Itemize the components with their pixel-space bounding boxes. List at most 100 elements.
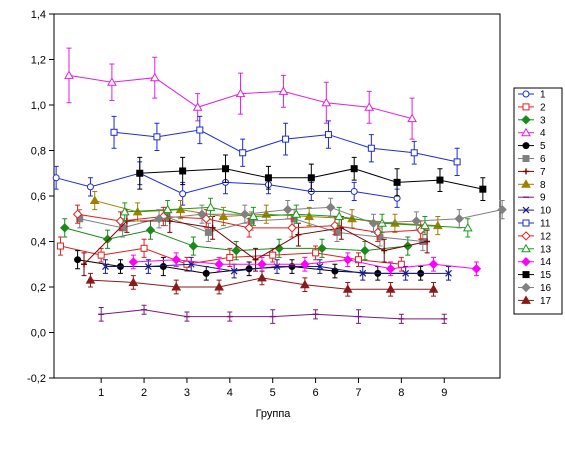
data-point: [350, 187, 358, 195]
data-point: [334, 211, 345, 220]
data-point: [385, 264, 396, 274]
legend-marker: [522, 219, 530, 227]
data-point: [128, 257, 139, 267]
data-point: [110, 128, 118, 136]
legend-label: 3: [540, 115, 546, 126]
data-point: [74, 256, 82, 264]
y-tick-label: 0,4: [31, 237, 46, 249]
legend-label: 4: [540, 128, 546, 139]
data-point: [381, 247, 388, 254]
x-tick-label: 8: [398, 387, 404, 399]
data-point: [231, 245, 241, 256]
data-point: [179, 190, 187, 198]
data-point: [304, 211, 315, 220]
data-point: [317, 243, 327, 254]
data-point: [283, 204, 293, 215]
legend-item: 13: [518, 243, 552, 255]
legend-marker: [522, 271, 530, 279]
data-point: [257, 259, 267, 269]
data-point: [359, 269, 367, 277]
legend-marker: [522, 142, 530, 150]
data-point: [312, 249, 320, 257]
series-15: [136, 154, 487, 202]
y-tick-label: 1,4: [31, 9, 46, 21]
legend-item: 2: [518, 102, 546, 113]
legend-item: 7: [518, 167, 546, 178]
data-point: [239, 149, 247, 157]
x-tick-label: 3: [184, 387, 190, 399]
data-point: [140, 244, 148, 252]
data-point: [321, 97, 332, 107]
data-point: [235, 88, 246, 98]
series-10: [102, 256, 452, 281]
legend-item: 17: [518, 295, 552, 307]
data-point: [257, 272, 267, 282]
data-point: [410, 149, 418, 157]
series-11: [110, 115, 461, 177]
data-point: [278, 86, 289, 95]
legend-label: 14: [540, 257, 552, 268]
legend-item: 11: [518, 219, 551, 230]
series-14: [128, 252, 482, 277]
legend-item: 15: [518, 270, 552, 281]
legend-marker: [521, 115, 531, 125]
data-point: [300, 279, 310, 289]
x-tick-label: 5: [270, 387, 276, 399]
legend-item: 9: [518, 193, 546, 204]
legend-label: 13: [540, 244, 552, 255]
legend-item: 10: [518, 206, 552, 217]
data-point: [218, 211, 229, 220]
data-point: [85, 275, 96, 284]
series-17: [85, 270, 439, 297]
data-point: [188, 241, 199, 251]
series-13: [119, 197, 473, 238]
data-point: [202, 269, 210, 277]
data-point: [81, 261, 88, 268]
x-tick-label: 4: [227, 387, 233, 399]
y-tick-label: 0,8: [31, 146, 46, 158]
data-point: [145, 225, 156, 235]
data-point: [295, 231, 302, 238]
data-point: [428, 284, 439, 293]
data-point: [162, 204, 173, 214]
plot-area: [53, 13, 501, 379]
data-point: [407, 113, 417, 123]
data-point: [60, 223, 70, 233]
data-point: [192, 102, 203, 111]
series-16: [154, 197, 507, 233]
data-point: [154, 214, 164, 224]
x-tick-label: 2: [141, 387, 147, 399]
legend-label: 5: [540, 141, 546, 152]
data-point: [445, 269, 452, 277]
data-point: [205, 202, 216, 211]
data-point: [149, 72, 160, 82]
legend-label: 15: [540, 270, 552, 281]
data-point: [324, 131, 332, 139]
data-point: [144, 263, 152, 270]
data-point: [428, 259, 439, 269]
data-point: [56, 242, 64, 250]
data-point: [364, 102, 375, 111]
data-point: [102, 263, 109, 270]
data-point: [89, 195, 100, 205]
legend-label: 10: [540, 206, 552, 217]
legend-item: 6: [518, 154, 546, 165]
legend-marker: [521, 256, 531, 267]
data-point: [52, 174, 60, 182]
legend-marker: [522, 90, 530, 98]
x-axis: 1 2 3 4 5 6 7 8 9: [98, 378, 447, 399]
data-point: [402, 269, 410, 277]
data-point: [222, 165, 230, 173]
legend-marker: [523, 168, 529, 175]
legend-item: 5: [518, 141, 546, 152]
data-point: [471, 264, 482, 274]
legend-item: 14: [518, 256, 552, 268]
data-point: [119, 206, 130, 216]
data-point: [230, 267, 238, 275]
data-point: [64, 70, 74, 79]
data-point: [214, 281, 224, 291]
legend-box: [513, 87, 563, 315]
x-tick-label: 1: [98, 387, 104, 399]
legend-label: 6: [540, 154, 546, 165]
